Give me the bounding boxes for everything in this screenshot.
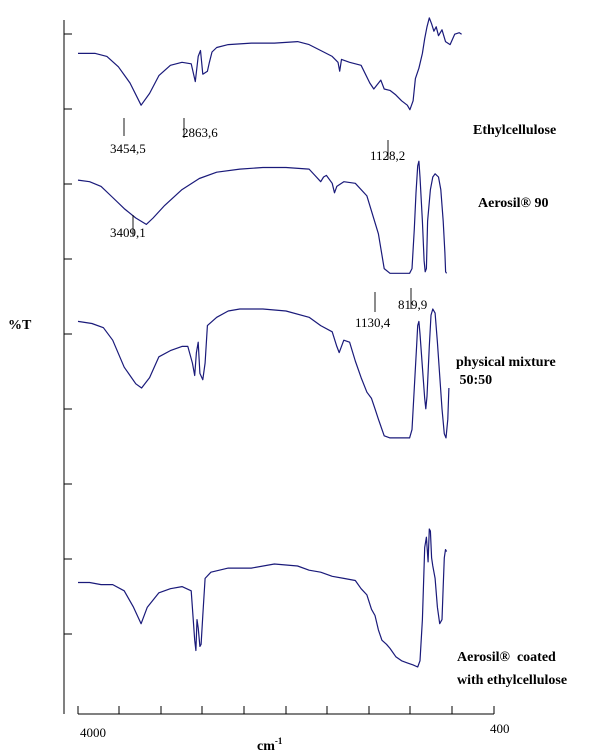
peak-label-2863: 2863,6 [182, 125, 218, 140]
x-tick-label-4000: 4000 [80, 725, 106, 740]
peak-label-3454: 3454,5 [110, 141, 146, 156]
series-label-aerosil-coated-line2: with ethylcellulose [457, 673, 567, 688]
x-tick-label-400: 400 [490, 721, 510, 736]
y-axis: %T [8, 20, 72, 714]
series-label-aerosil-90: Aerosil® 90 [478, 196, 548, 211]
x-axis: 4000 400 cm-1 [77, 706, 510, 754]
spectrum-aerosil-coated [78, 528, 448, 668]
peak-annotations: 3454,5 2863,6 1128,2 3409,1 1130,4 819,9 [110, 118, 427, 330]
series-label-physical-mixture-line2: 50:50 [456, 373, 492, 388]
y-axis-title: %T [8, 318, 32, 333]
x-axis-title: cm-1 [257, 736, 283, 754]
series-labels: Ethylcellulose Aerosil® 90 physical mixt… [456, 123, 567, 688]
x-axis-title-unit: cm [257, 739, 275, 754]
peak-label-1128: 1128,2 [370, 148, 405, 163]
peak-label-819: 819,9 [398, 297, 427, 312]
series-label-aerosil-coated-line1: Aerosil® coated [457, 650, 556, 665]
spectrum-ethylcellulose [78, 17, 462, 111]
spectrum-physical-mixture [77, 308, 450, 439]
spectra [77, 17, 462, 668]
peak-label-1130: 1130,4 [355, 315, 391, 330]
series-label-ethylcellulose: Ethylcellulose [473, 123, 556, 138]
peak-label-3409: 3409,1 [110, 225, 146, 240]
spectrum-aerosil-90 [77, 160, 448, 274]
series-label-physical-mixture-line1: physical mixture [456, 355, 556, 370]
x-axis-title-exponent: -1 [275, 736, 283, 746]
